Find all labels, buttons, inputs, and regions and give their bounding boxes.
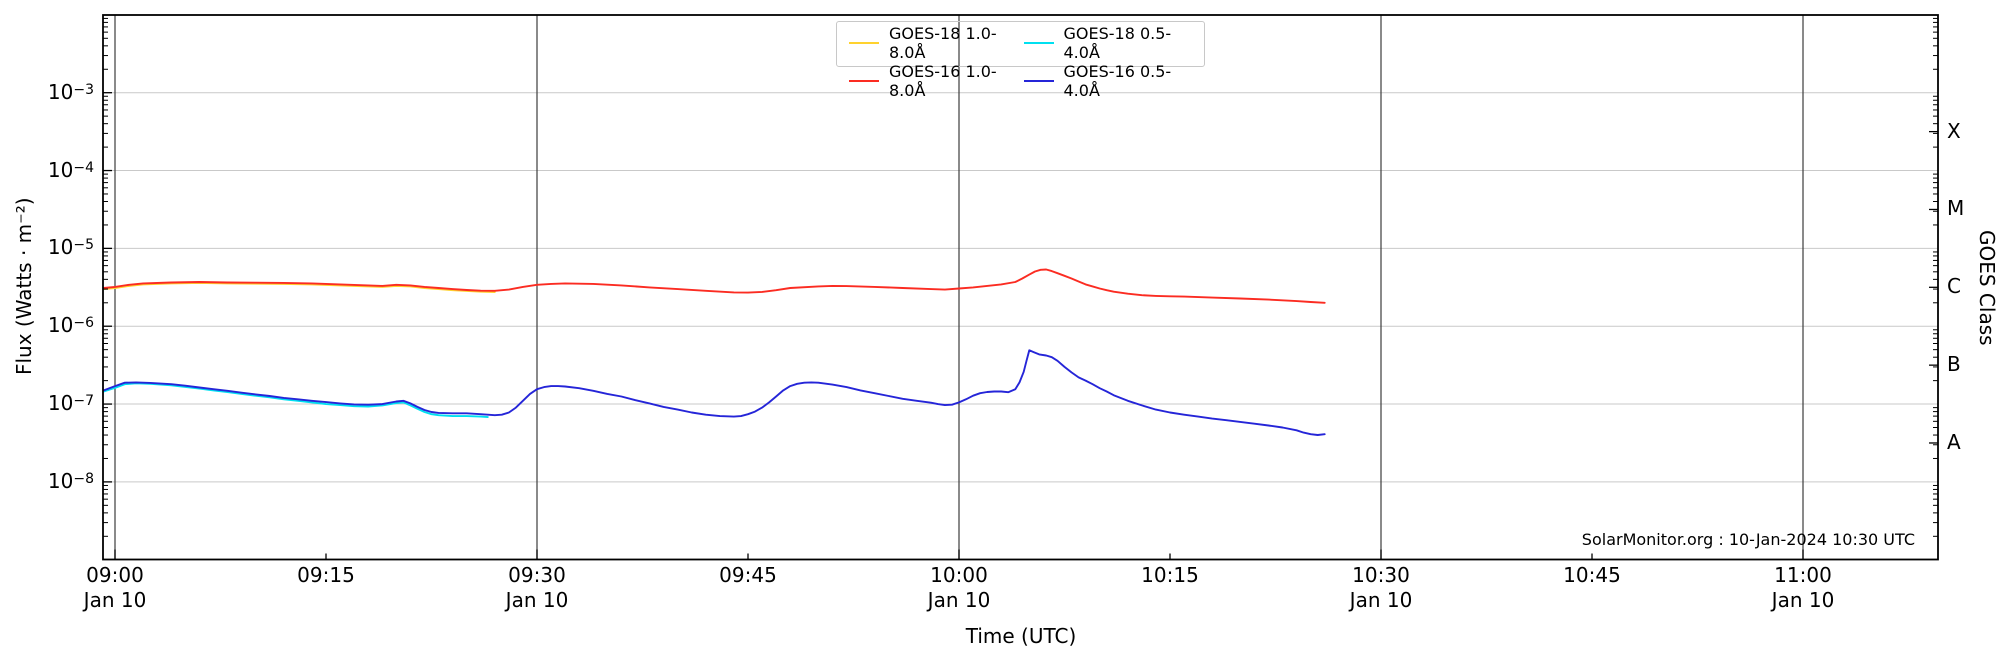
goes-class-label-c: C: [1947, 274, 1961, 299]
legend-label: GOES-16 0.5-4.0Å: [1063, 62, 1172, 100]
x-tick-date-label: Jan 10: [927, 588, 991, 612]
right-axis-label: GOES Class: [1975, 230, 1999, 346]
legend-label: GOES-18 1.0-8.0Å: [889, 24, 997, 62]
x-tick-date-label: Jan 10: [1349, 588, 1413, 612]
goes-class-label-x: X: [1947, 118, 1961, 143]
y-tick-label: 10−3: [47, 79, 94, 104]
y-tick-label: 10−6: [47, 313, 94, 338]
x-tick-label: 11:00: [1774, 563, 1832, 587]
x-tick-label: 09:30: [508, 563, 566, 587]
legend-entry-goes18-long: GOES-18 1.0-8.0Å: [849, 24, 1024, 62]
legend-label: GOES-16 1.0-8.0Å: [889, 62, 997, 100]
x-tick-label: 09:45: [719, 563, 777, 587]
series-goes-16-0-5-4-0-: [102, 349, 1326, 436]
y-tick-label: 10−4: [47, 157, 94, 182]
x-tick-label: 09:15: [297, 563, 355, 587]
legend: GOES-18 1.0-8.0Å GOES-16 1.0-8.0Å GOES-1…: [836, 21, 1205, 100]
legend-entry-goes16-long: GOES-16 1.0-8.0Å: [849, 62, 1024, 100]
legend-line-sample: [1023, 42, 1054, 44]
x-tick-label: 09:00: [86, 563, 144, 587]
y-axis-label: Flux (Watts · m⁻²): [12, 197, 36, 375]
x-tick-date-label: Jan 10: [83, 588, 147, 612]
legend-entry-goes16-short: GOES-16 0.5-4.0Å: [1023, 62, 1199, 100]
goes-class-label-m: M: [1947, 196, 1965, 221]
y-tick-label: 10−8: [47, 468, 94, 493]
x-axis-label: Time (UTC): [965, 624, 1077, 648]
legend-line-sample: [849, 80, 879, 82]
legend-line-sample: [1023, 80, 1054, 82]
legend-label: GOES-18 0.5-4.0Å: [1063, 24, 1172, 62]
goes-class-label-a: A: [1947, 429, 1961, 454]
x-tick-date-label: Jan 10: [505, 588, 569, 612]
goes-class-label-b: B: [1947, 352, 1961, 377]
x-tick-label: 10:45: [1563, 563, 1621, 587]
x-tick-label: 10:30: [1352, 563, 1410, 587]
legend-entry-goes18-short: GOES-18 0.5-4.0Å: [1023, 24, 1199, 62]
series-goes-18-1-0-8-0-: [102, 281, 496, 293]
series-goes-18-0-5-4-0-: [102, 382, 489, 419]
x-tick-label: 10:00: [930, 563, 988, 587]
legend-line-sample: [849, 42, 879, 44]
y-tick-label: 10−7: [47, 391, 94, 416]
x-tick-label: 10:15: [1141, 563, 1199, 587]
source-annotation: SolarMonitor.org : 10-Jan-2024 10:30 UTC: [1581, 530, 1915, 549]
y-tick-label: 10−5: [47, 235, 94, 260]
x-tick-date-label: Jan 10: [1771, 588, 1835, 612]
series-goes-16-1-0-8-0-: [102, 268, 1326, 304]
